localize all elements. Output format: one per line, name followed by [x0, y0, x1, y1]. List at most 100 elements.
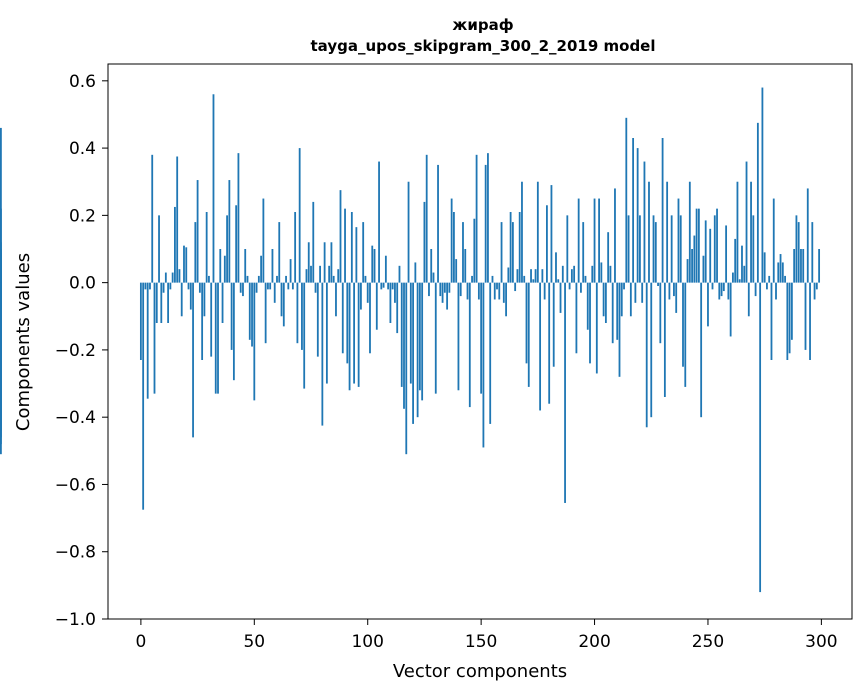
bar [747, 282, 750, 317]
bar [253, 282, 256, 401]
bar [480, 282, 483, 394]
bar [573, 265, 576, 283]
bar [323, 242, 326, 283]
bar [584, 275, 587, 283]
bar [464, 249, 467, 283]
bar [232, 282, 235, 381]
y-tick-label: −0.4 [55, 408, 96, 428]
bar [709, 228, 712, 283]
bar [353, 282, 356, 384]
bar [691, 249, 693, 283]
bar [607, 232, 610, 283]
bar [639, 215, 641, 283]
bar [237, 153, 240, 283]
bar [609, 265, 612, 283]
bar [466, 282, 469, 300]
bar [262, 198, 265, 283]
bar [394, 282, 396, 303]
bar [611, 282, 614, 344]
bar [711, 282, 714, 290]
bar [491, 275, 494, 283]
bar [507, 267, 510, 283]
bar [759, 282, 762, 593]
bar [766, 282, 768, 290]
bar [795, 215, 798, 283]
bar [357, 282, 360, 387]
bar [242, 282, 244, 297]
bar [595, 282, 598, 374]
bar [695, 208, 698, 283]
x-tick-label: 50 [243, 632, 265, 652]
bar [677, 198, 680, 283]
bar [729, 282, 732, 337]
bar [781, 262, 784, 283]
bar [267, 282, 269, 290]
bar [316, 282, 319, 357]
bar [375, 282, 378, 330]
bar [371, 245, 374, 283]
bar [722, 282, 725, 292]
bar [555, 252, 557, 283]
bar [727, 282, 730, 300]
bar [221, 282, 224, 323]
bar [230, 282, 233, 350]
bar [643, 161, 646, 283]
bar [280, 282, 283, 317]
bar [257, 275, 260, 283]
bar [784, 275, 786, 283]
bar [468, 282, 471, 408]
bar [496, 282, 498, 290]
bar [557, 279, 560, 283]
bar [0, 127, 2, 283]
bar [487, 153, 489, 283]
bar [432, 272, 435, 283]
bar [800, 249, 802, 283]
bar [350, 212, 353, 283]
bar [453, 212, 455, 283]
bar [534, 269, 537, 283]
chart-title: жираф [452, 16, 513, 34]
bar [423, 201, 426, 283]
bar [301, 282, 303, 350]
bar [364, 275, 367, 283]
bar [162, 282, 165, 293]
bar [271, 249, 274, 283]
bar [167, 282, 170, 323]
bar [484, 164, 487, 283]
bar [693, 235, 696, 283]
bar [618, 282, 621, 377]
bar [282, 282, 285, 327]
bar [239, 282, 242, 293]
y-tick-label: −0.8 [55, 543, 96, 563]
bar [344, 208, 346, 283]
bar [598, 198, 600, 283]
bar [743, 265, 746, 283]
bar [509, 212, 512, 283]
bar [482, 282, 485, 448]
bar [428, 282, 430, 297]
bar [623, 282, 625, 290]
bar [673, 282, 675, 297]
bar [682, 282, 684, 367]
bar [378, 161, 380, 283]
bar [600, 262, 603, 283]
bar [205, 212, 208, 283]
bar [636, 148, 639, 283]
bar [530, 269, 532, 283]
bar [777, 262, 780, 283]
bar [473, 218, 476, 283]
bar [591, 265, 594, 283]
bar [217, 282, 219, 394]
bar [779, 254, 782, 283]
bar [679, 215, 682, 283]
bar [459, 282, 462, 297]
bar [455, 259, 458, 283]
bar [296, 282, 299, 344]
bar [276, 275, 278, 283]
bar [192, 282, 194, 438]
bar [196, 180, 199, 283]
bar [775, 282, 777, 300]
bar [414, 262, 417, 283]
bar [518, 212, 521, 283]
bar [745, 161, 748, 283]
